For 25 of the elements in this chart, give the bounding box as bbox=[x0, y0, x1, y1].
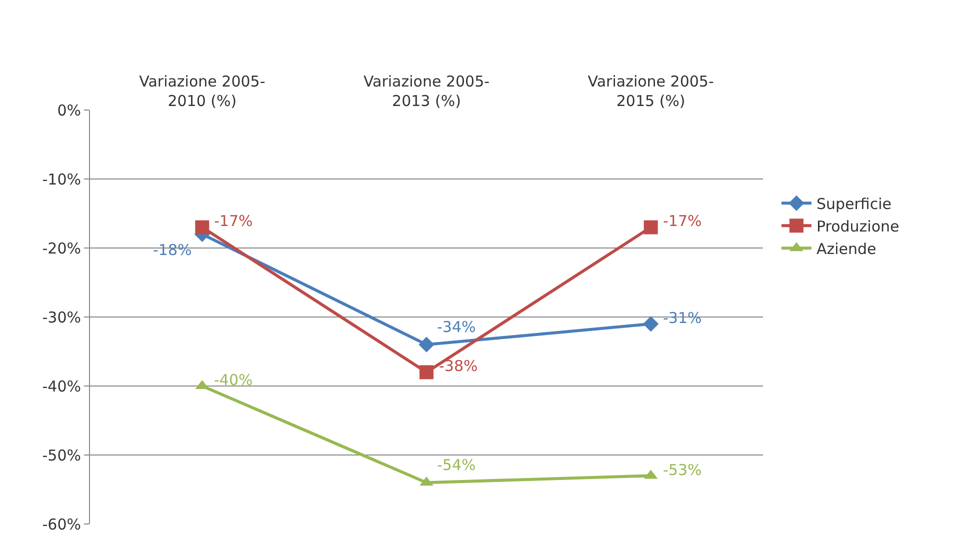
point bbox=[195, 220, 210, 234]
data-label: -53% bbox=[663, 461, 702, 479]
y-tick-label: -10% bbox=[42, 170, 81, 188]
point bbox=[420, 365, 434, 380]
x-tick-label: Variazione 2005- 2010 (%) bbox=[139, 72, 266, 110]
data-label: -17% bbox=[663, 212, 702, 230]
point bbox=[418, 336, 434, 352]
y-tick-label: 0% bbox=[57, 101, 81, 120]
legend-label: Aziende bbox=[816, 240, 876, 258]
data-label: -17% bbox=[214, 212, 253, 230]
y-tick-label: -30% bbox=[42, 308, 81, 326]
y-tick-label: -40% bbox=[42, 377, 81, 396]
y-tick-label: -60% bbox=[42, 515, 81, 534]
legend-label: Superficie bbox=[816, 195, 892, 214]
x-tick-label: Variazione 2005- 2015 (%) bbox=[588, 72, 714, 110]
data-label: -34% bbox=[437, 318, 476, 336]
point bbox=[643, 316, 659, 332]
point bbox=[644, 220, 658, 234]
data-label: -54% bbox=[437, 456, 476, 474]
x-tick-label: Variazione 2005- 2013 (%) bbox=[363, 72, 490, 110]
y-tick-label: -50% bbox=[42, 446, 81, 464]
data-label: -40% bbox=[214, 371, 253, 389]
data-label: -38% bbox=[439, 357, 478, 375]
legend-label: Produzione bbox=[816, 218, 900, 236]
y-tick-label: -20% bbox=[42, 239, 81, 258]
